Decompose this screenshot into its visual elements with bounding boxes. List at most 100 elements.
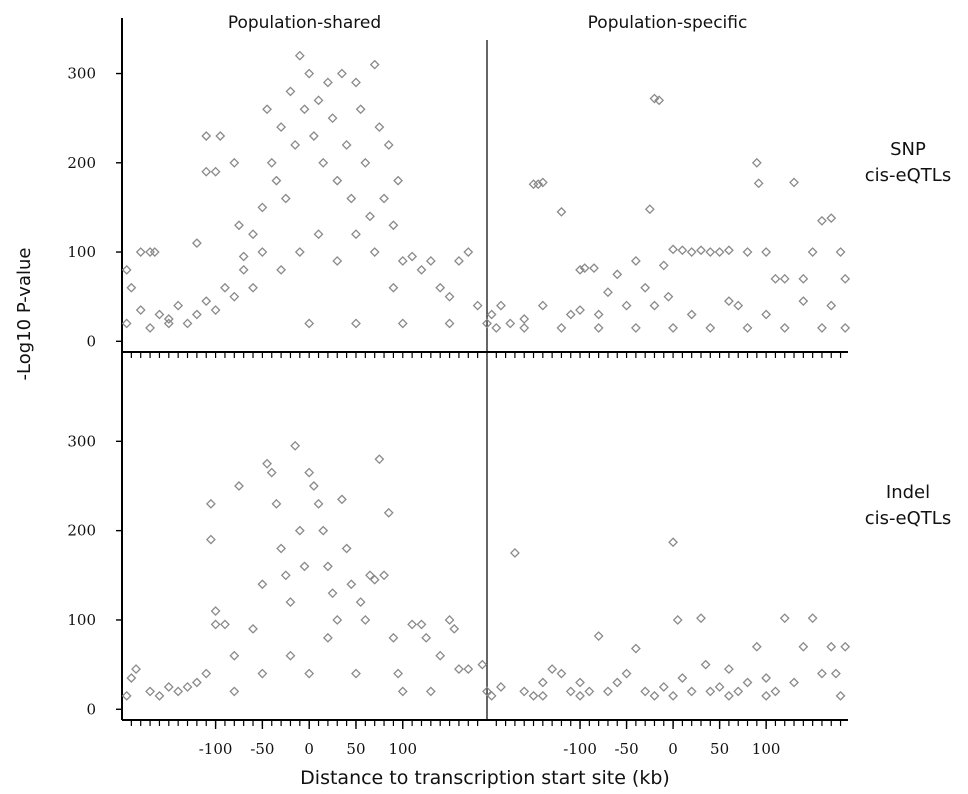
- point: [154, 309, 165, 320]
- point: [486, 309, 497, 320]
- point: [294, 247, 305, 257]
- point: [519, 686, 530, 697]
- point: [826, 300, 837, 311]
- point: [789, 177, 799, 188]
- point: [205, 534, 216, 545]
- point: [299, 104, 310, 115]
- point: [322, 77, 333, 88]
- point: [496, 682, 506, 692]
- point: [668, 690, 679, 701]
- point: [663, 291, 674, 302]
- point: [416, 264, 427, 275]
- point: [486, 690, 497, 701]
- point: [191, 238, 202, 249]
- point: [416, 619, 427, 630]
- point: [454, 664, 464, 675]
- point: [332, 256, 343, 266]
- point: [135, 305, 146, 315]
- point: [126, 282, 137, 293]
- point: [789, 677, 799, 688]
- point: [229, 650, 240, 661]
- point: [149, 247, 160, 257]
- point: [276, 122, 287, 133]
- point: [322, 561, 333, 572]
- point: [351, 318, 361, 329]
- point: [714, 682, 725, 692]
- point: [565, 686, 576, 697]
- point: [621, 668, 632, 679]
- point: [365, 211, 375, 222]
- point: [210, 619, 221, 630]
- point: [332, 615, 343, 625]
- point: [337, 68, 347, 79]
- point: [700, 659, 711, 670]
- point: [593, 309, 604, 320]
- point: [285, 597, 296, 608]
- point: [248, 623, 258, 634]
- point: [593, 322, 604, 333]
- point: [163, 682, 174, 692]
- point: [472, 300, 483, 311]
- point: [705, 322, 716, 333]
- point: [388, 282, 399, 293]
- point: [753, 178, 764, 189]
- row-label: cis-eQTLs: [865, 508, 951, 529]
- point: [304, 467, 315, 478]
- point: [173, 300, 184, 311]
- point: [556, 668, 567, 679]
- point: [537, 177, 548, 188]
- point: [603, 287, 613, 298]
- point: [807, 247, 818, 257]
- point: [830, 668, 841, 679]
- point: [304, 318, 315, 329]
- point: [449, 623, 460, 634]
- point: [425, 686, 436, 697]
- point: [238, 264, 249, 275]
- point: [360, 157, 371, 168]
- point: [308, 131, 319, 141]
- point: [266, 467, 277, 478]
- point: [630, 643, 641, 654]
- point: [482, 686, 492, 697]
- point: [723, 664, 734, 675]
- point: [341, 543, 352, 554]
- point: [425, 256, 436, 266]
- point: [798, 273, 809, 284]
- point: [537, 677, 548, 688]
- x-tick-label: 50: [346, 740, 365, 758]
- point: [266, 157, 277, 168]
- point: [280, 570, 291, 581]
- point: [482, 318, 492, 329]
- x-tick-label: 100: [752, 740, 781, 758]
- point: [379, 570, 389, 581]
- point: [374, 454, 385, 465]
- point: [163, 318, 174, 329]
- point: [621, 300, 632, 311]
- point: [630, 256, 641, 266]
- point: [575, 677, 585, 688]
- point: [672, 615, 683, 625]
- point: [257, 668, 268, 679]
- point: [360, 615, 371, 625]
- y-tick-label: 0: [86, 332, 96, 350]
- point: [407, 251, 418, 262]
- point: [742, 322, 753, 333]
- x-tick-label: -50: [250, 740, 274, 758]
- point: [779, 322, 790, 333]
- point: [313, 229, 324, 240]
- point: [257, 579, 268, 590]
- point: [313, 95, 324, 106]
- point: [383, 140, 394, 150]
- point: [201, 668, 212, 679]
- point: [388, 220, 399, 231]
- point: [686, 309, 697, 320]
- point: [355, 597, 366, 608]
- point: [761, 309, 772, 320]
- point: [463, 247, 474, 257]
- point: [131, 664, 141, 675]
- y-tick-label: 300: [67, 432, 96, 450]
- point: [435, 650, 446, 661]
- point: [807, 613, 818, 624]
- point: [477, 659, 488, 670]
